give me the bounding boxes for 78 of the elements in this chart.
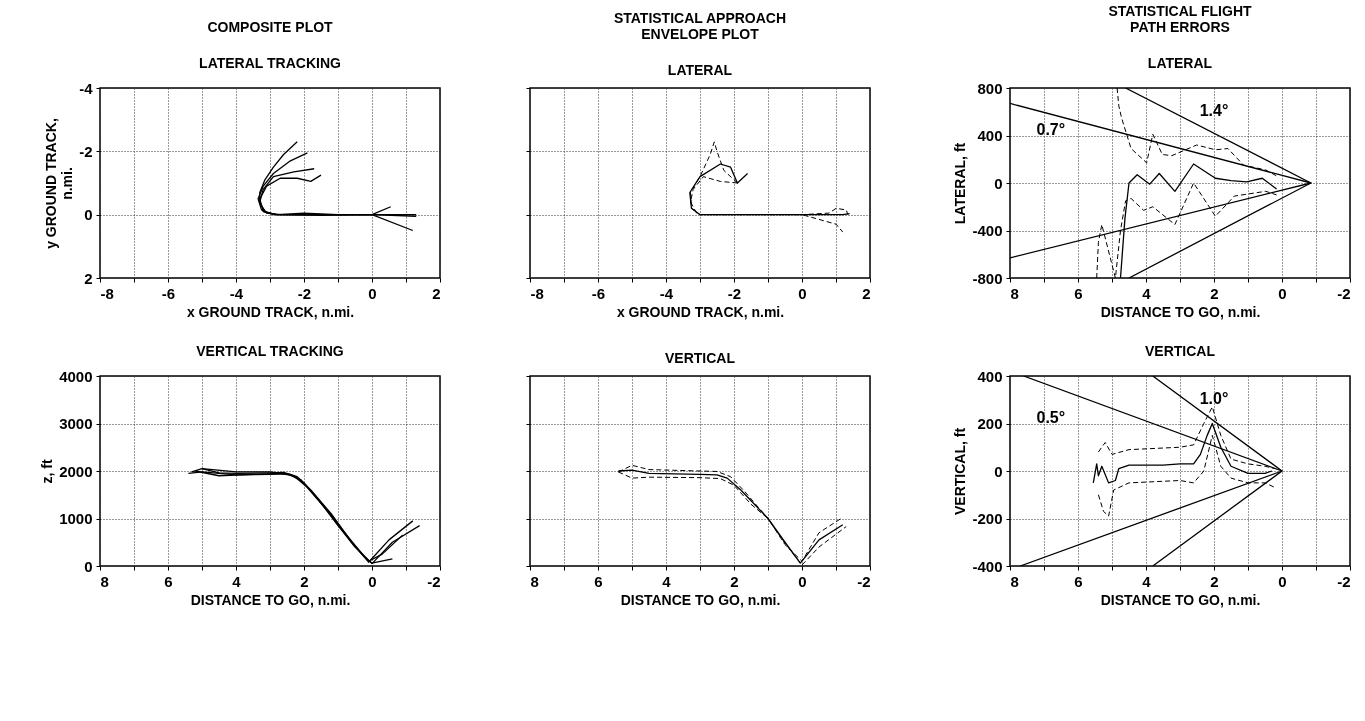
x-tick-label: -6 (591, 284, 606, 302)
y-tick-label: 2000 (59, 462, 93, 480)
x-tick-label: -4 (229, 284, 244, 302)
y-tick-label: -2 (79, 142, 93, 160)
x-axis-title: x GROUND TRACK, n.mi. (186, 303, 355, 320)
chart-subtitle: LATERAL TRACKING (199, 55, 342, 71)
x-tick-label: -2 (727, 284, 742, 302)
y-axis-title: LATERAL, ft (952, 142, 969, 225)
x-tick-label: 8 (1010, 572, 1019, 590)
y-axis-title: y GROUND TRACK, n.mi. (43, 118, 76, 249)
y-tick-label: 400 (977, 127, 1003, 144)
x-tick-label: 2 (432, 284, 441, 302)
y-tick-label: -4 (79, 79, 94, 97)
x-tick-label: 0 (1278, 284, 1287, 302)
y-tick-label: 3000 (59, 415, 93, 432)
x-axis-title: DISTANCE TO GO, n.mi. (1100, 591, 1261, 608)
x-axis-title: x GROUND TRACK, n.mi. (616, 303, 785, 320)
x-tick-label: 0 (798, 284, 807, 302)
x-tick-label: 0 (368, 572, 377, 590)
chart-subtitle: LATERAL (1147, 55, 1213, 71)
y-tick-label: 0 (994, 462, 1003, 480)
y-tick-label: -200 (972, 510, 1003, 527)
x-tick-label: -6 (161, 284, 176, 302)
x-tick-label: -2 (1337, 284, 1351, 302)
chart-subtitle: LATERAL (667, 61, 733, 78)
x-tick-label: 6 (1074, 284, 1083, 302)
y-tick-label: 0 (84, 206, 93, 224)
x-tick-label: 6 (164, 572, 173, 590)
chart-title: VERTICAL TRACKING (196, 343, 344, 359)
x-tick-label: 4 (1142, 284, 1152, 302)
x-tick-label: 4 (232, 572, 242, 590)
x-tick-label: 8 (1010, 284, 1019, 302)
y-tick-label: 800 (977, 79, 1003, 97)
y-tick-label: -400 (972, 557, 1003, 575)
x-tick-label: 8 (100, 572, 109, 590)
y-tick-label: 400 (977, 367, 1003, 385)
x-tick-label: 2 (730, 572, 739, 590)
chart-title: STATISTICAL FLIGHT PATH ERRORS (1108, 3, 1252, 35)
x-tick-label: -8 (100, 284, 114, 302)
x-tick-label: -4 (659, 284, 674, 302)
y-tick-label: 0 (84, 557, 93, 575)
chart-subtitle: VERTICAL (1145, 343, 1216, 359)
x-tick-label: 0 (1278, 572, 1287, 590)
x-tick-label: 6 (594, 572, 603, 590)
y-tick-label: 2 (84, 269, 93, 287)
x-tick-label: -2 (297, 284, 312, 302)
x-tick-label: -2 (857, 572, 871, 590)
chart-title: VERTICAL (665, 349, 736, 366)
x-tick-label: 2 (1210, 284, 1219, 302)
x-tick-label: 0 (368, 284, 377, 302)
x-axis-title: DISTANCE TO GO, n.mi. (620, 591, 781, 608)
annotation: 0.7° (1036, 120, 1066, 138)
x-axis-title: DISTANCE TO GO, n.mi. (190, 591, 351, 608)
y-axis-title: z, ft (39, 459, 56, 484)
annotation: 1.0° (1199, 389, 1229, 407)
x-tick-label: 2 (862, 284, 871, 302)
x-tick-label: 2 (300, 572, 309, 590)
x-tick-label: 6 (1074, 572, 1083, 590)
x-tick-label: 0 (798, 572, 807, 590)
y-tick-label: 200 (977, 415, 1003, 432)
x-tick-label: -2 (427, 572, 441, 590)
x-tick-label: 4 (1142, 572, 1152, 590)
y-tick-label: 1000 (59, 510, 93, 527)
y-tick-label: 0 (994, 174, 1003, 192)
x-tick-label: -8 (530, 284, 544, 302)
y-tick-label: -400 (972, 222, 1003, 239)
y-tick-label: 4000 (59, 367, 93, 385)
x-tick-label: 2 (1210, 572, 1219, 590)
chart-title: STATISTICAL APPROACH ENVELOPE PLOT (613, 9, 787, 42)
chart-title: COMPOSITE PLOT (207, 19, 334, 35)
y-axis-title: VERTICAL, ft (952, 427, 969, 516)
annotation: 1.4° (1199, 101, 1229, 119)
annotation: 0.5° (1036, 408, 1066, 426)
x-axis-title: DISTANCE TO GO, n.mi. (1100, 303, 1261, 320)
x-tick-label: 4 (662, 572, 672, 590)
x-tick-label: -2 (1337, 572, 1351, 590)
y-tick-label: -800 (972, 269, 1003, 287)
x-tick-label: 8 (530, 572, 539, 590)
